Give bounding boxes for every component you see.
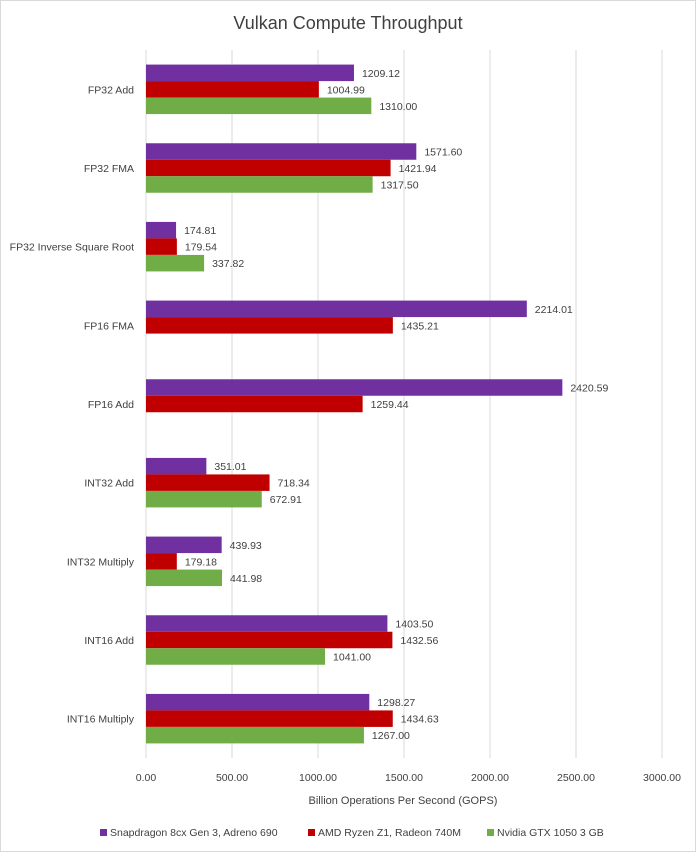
bar bbox=[146, 569, 223, 587]
bar bbox=[146, 97, 372, 115]
bar bbox=[146, 631, 393, 649]
category-label: FP32 Add bbox=[88, 84, 134, 96]
x-tick-label: 1000.00 bbox=[299, 772, 337, 784]
data-label: 179.54 bbox=[185, 242, 217, 254]
bar bbox=[146, 81, 319, 98]
bar bbox=[146, 648, 326, 665]
legend-swatch bbox=[100, 829, 107, 836]
data-label: 1041.00 bbox=[333, 652, 371, 664]
legend: Snapdragon 8cx Gen 3, Adreno 690 AMD Ryze… bbox=[100, 827, 604, 839]
bar bbox=[146, 395, 363, 413]
category-label: INT16 Multiply bbox=[67, 714, 135, 726]
data-label: 1435.21 bbox=[401, 320, 439, 332]
category-label: INT32 Multiply bbox=[67, 556, 135, 568]
data-label: 174.81 bbox=[184, 225, 216, 237]
x-tick-label: 2500.00 bbox=[557, 772, 595, 784]
x-tick-label: 1500.00 bbox=[385, 772, 423, 784]
bar bbox=[146, 490, 262, 508]
chart-title: Vulkan Compute Throughput bbox=[233, 13, 462, 33]
data-label: 2420.59 bbox=[570, 383, 608, 395]
bars bbox=[146, 64, 563, 744]
bar bbox=[146, 615, 388, 632]
legend-swatch bbox=[308, 829, 315, 836]
data-label: 672.91 bbox=[270, 494, 302, 506]
x-tick-label: 3000.00 bbox=[643, 772, 681, 784]
legend-item: Nvidia GTX 1050 3 GB bbox=[487, 827, 604, 839]
data-label: 1209.12 bbox=[362, 68, 400, 80]
data-label: 351.01 bbox=[214, 461, 246, 473]
x-tick-labels: 0.00 500.00 1000.00 1500.00 2000.00 2500.00 30… bbox=[136, 772, 681, 784]
data-label: 1403.50 bbox=[395, 619, 433, 631]
data-label: 1434.63 bbox=[401, 714, 439, 726]
data-label: 1259.44 bbox=[371, 399, 409, 411]
data-label: 337.82 bbox=[212, 258, 244, 270]
data-label: 1421.94 bbox=[399, 163, 437, 175]
data-label: 1571.60 bbox=[424, 147, 462, 159]
category-labels: FP32 Add FP32 FMA FP32 Inverse Square Root… bbox=[10, 84, 135, 725]
bar bbox=[146, 254, 205, 272]
legend-label: Snapdragon 8cx Gen 3, Adreno 690 bbox=[110, 827, 278, 839]
x-tick-label: 2000.00 bbox=[471, 772, 509, 784]
bar bbox=[146, 726, 364, 744]
x-tick-label: 500.00 bbox=[216, 772, 248, 784]
bar bbox=[146, 379, 563, 396]
bar bbox=[146, 457, 207, 475]
data-label: 1317.50 bbox=[381, 180, 419, 192]
data-label: 718.34 bbox=[278, 478, 310, 490]
category-label: FP16 Add bbox=[88, 399, 134, 411]
legend-label: AMD Ryzen Z1, Radeon 740M bbox=[318, 827, 461, 839]
bar bbox=[146, 474, 270, 491]
bar bbox=[146, 221, 177, 239]
legend-item: Snapdragon 8cx Gen 3, Adreno 690 bbox=[100, 827, 278, 839]
data-label: 2214.01 bbox=[535, 304, 573, 316]
x-axis-label: Billion Operations Per Second (GOPS) bbox=[309, 795, 498, 807]
legend-swatch bbox=[487, 829, 494, 836]
bar bbox=[146, 64, 354, 82]
bar bbox=[146, 710, 393, 727]
data-label: 1004.99 bbox=[327, 84, 365, 96]
bar bbox=[146, 143, 417, 160]
category-label: FP16 FMA bbox=[84, 320, 134, 332]
category-label: FP32 Inverse Square Root bbox=[10, 242, 134, 254]
category-label: INT16 Add bbox=[84, 635, 134, 647]
bar bbox=[146, 317, 393, 334]
bar bbox=[146, 693, 370, 711]
value-labels: 1209.12 1004.99 1310.00 1571.60 1421.94 1317.… bbox=[184, 68, 608, 742]
bar bbox=[146, 159, 391, 177]
bar bbox=[146, 300, 527, 318]
legend-item: AMD Ryzen Z1, Radeon 740M bbox=[308, 827, 461, 839]
bar bbox=[146, 238, 177, 255]
bar bbox=[146, 536, 222, 554]
bar bbox=[146, 553, 177, 570]
data-label: 1298.27 bbox=[377, 697, 415, 709]
category-label: FP32 FMA bbox=[84, 163, 134, 175]
data-label: 1310.00 bbox=[379, 101, 417, 113]
legend-label: Nvidia GTX 1050 3 GB bbox=[497, 827, 604, 839]
data-label: 439.93 bbox=[230, 540, 262, 552]
data-label: 441.98 bbox=[230, 573, 262, 585]
data-label: 1267.00 bbox=[372, 730, 410, 742]
category-label: INT32 Add bbox=[84, 478, 134, 490]
x-tick-label: 0.00 bbox=[136, 772, 157, 784]
data-label: 1432.56 bbox=[400, 635, 438, 647]
data-label: 179.18 bbox=[185, 556, 217, 568]
bar bbox=[146, 176, 373, 193]
